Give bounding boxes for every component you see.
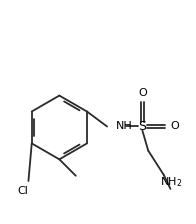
Text: NH: NH — [116, 121, 133, 131]
Text: O: O — [171, 121, 179, 131]
Text: O: O — [138, 88, 147, 99]
Text: S: S — [138, 120, 146, 133]
Text: NH$_2$: NH$_2$ — [160, 175, 183, 189]
Text: Cl: Cl — [18, 186, 29, 196]
